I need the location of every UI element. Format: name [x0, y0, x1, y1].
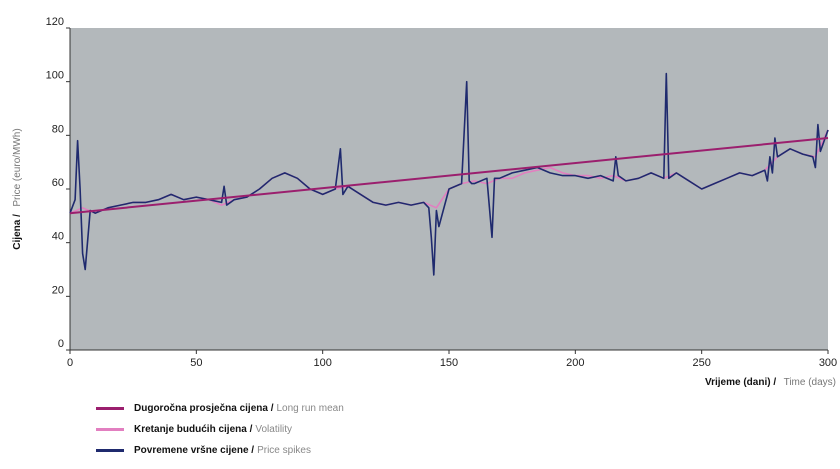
series-line-long-run-mean: [69, 137, 829, 215]
series-line-price-spikes: [69, 72, 829, 276]
y-tick-label: 40: [52, 231, 64, 243]
legend-swatch-volatility: [96, 428, 124, 431]
y-tick-label: 80: [52, 123, 64, 135]
y-tick-label: 20: [52, 284, 64, 296]
legend-item-long-run-mean: Dugoročna prosječna cijena / Long run me…: [96, 398, 344, 419]
legend-swatch-long-run-mean: [96, 407, 124, 410]
legend-label-main: Kretanje budućih cijena /: [134, 424, 253, 435]
y-axis-label-sub: Price (euro/MWh): [12, 128, 23, 206]
x-tick-label: 50: [190, 357, 202, 369]
y-tick-label: 100: [46, 70, 64, 82]
x-tick-label: 0: [67, 357, 73, 369]
legend-label-sub: Volatility: [255, 424, 293, 435]
legend-label-main: Dugoročna prosječna cijena /: [134, 403, 274, 414]
legend-label-sub: Price spikes: [257, 445, 311, 456]
legend-item-volatility: Kretanje budućih cijena / Volatility: [96, 419, 344, 440]
x-tick-label: 300: [819, 357, 837, 369]
legend: Dugoročna prosječna cijena / Long run me…: [96, 398, 344, 461]
y-tick-label: 60: [52, 177, 64, 189]
x-tick-label: 200: [566, 357, 584, 369]
legend-item-price-spikes: Povremene vršne cijene / Price spikes: [96, 440, 344, 461]
legend-label-sub: Long run mean: [276, 403, 344, 414]
y-tick-label: 0: [58, 338, 64, 350]
x-tick-label: 150: [440, 357, 458, 369]
x-axis-label: Vrijeme (dani) / Time (days): [705, 372, 836, 389]
legend-label-main: Povremene vršne cijene /: [134, 445, 255, 456]
y-axis-label: Cijena / Price (euro/MWh): [7, 128, 24, 249]
x-tick-label: 100: [313, 357, 331, 369]
y-tick-label: 120: [46, 16, 64, 28]
price-chart: 0 50 100 150 200 250 300 0 20 40 60 80 100 120 Cijena…: [7, 16, 837, 389]
y-axis-label-main: Cijena /: [12, 214, 23, 250]
x-axis-label-sub: Time (days): [784, 377, 836, 388]
x-axis-label-main: Vrijeme (dani) /: [705, 377, 776, 388]
legend-swatch-price-spikes: [96, 449, 124, 452]
x-tick-label: 250: [692, 357, 710, 369]
